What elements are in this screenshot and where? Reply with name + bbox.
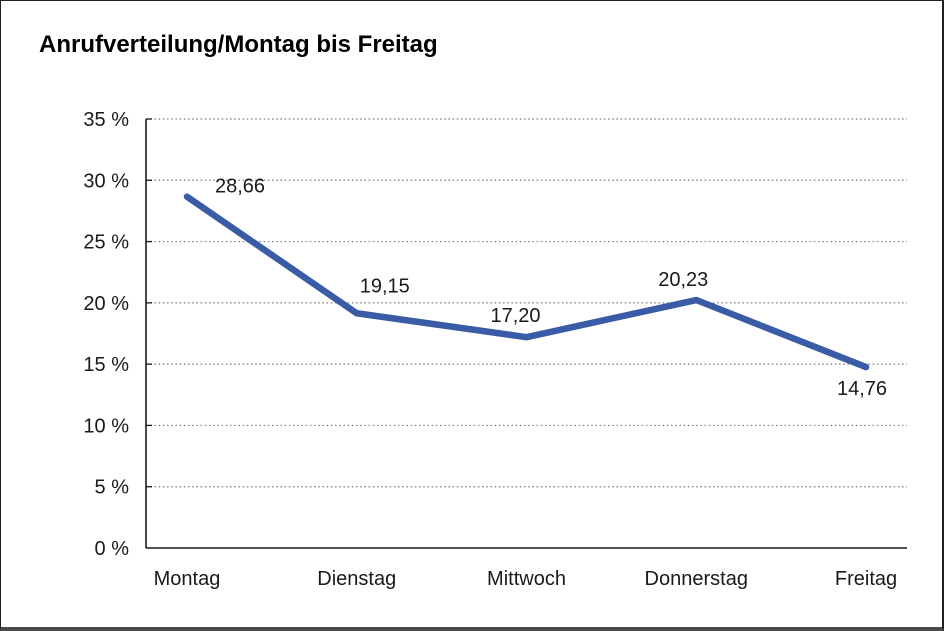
x-category-label: Montag [154,568,221,590]
y-tick-label: 35 % [83,109,129,131]
data-point-label: 28,66 [215,176,265,198]
x-category-label: Mittwoch [487,568,566,590]
x-category-label: Dienstag [317,568,396,590]
y-tick-label: 20 % [83,293,129,315]
chart-title: Anrufverteilung/Montag bis Freitag [39,31,438,58]
data-point-label: 17,20 [490,305,540,327]
data-series-line [183,193,870,371]
x-category-label: Donnerstag [645,568,748,590]
y-tick-label: 30 % [83,170,129,192]
y-tick-label: 15 % [83,354,129,376]
x-category-label: Freitag [835,568,897,590]
y-tick-label: 5 % [95,477,130,499]
y-tick-label: 25 % [83,232,129,254]
data-point-label: 14,76 [837,378,887,400]
data-point-label: 19,15 [360,275,410,297]
y-tick-label: 10 % [83,415,129,437]
data-point-label: 20,23 [658,269,708,291]
y-tick-label: 0 % [95,538,130,560]
